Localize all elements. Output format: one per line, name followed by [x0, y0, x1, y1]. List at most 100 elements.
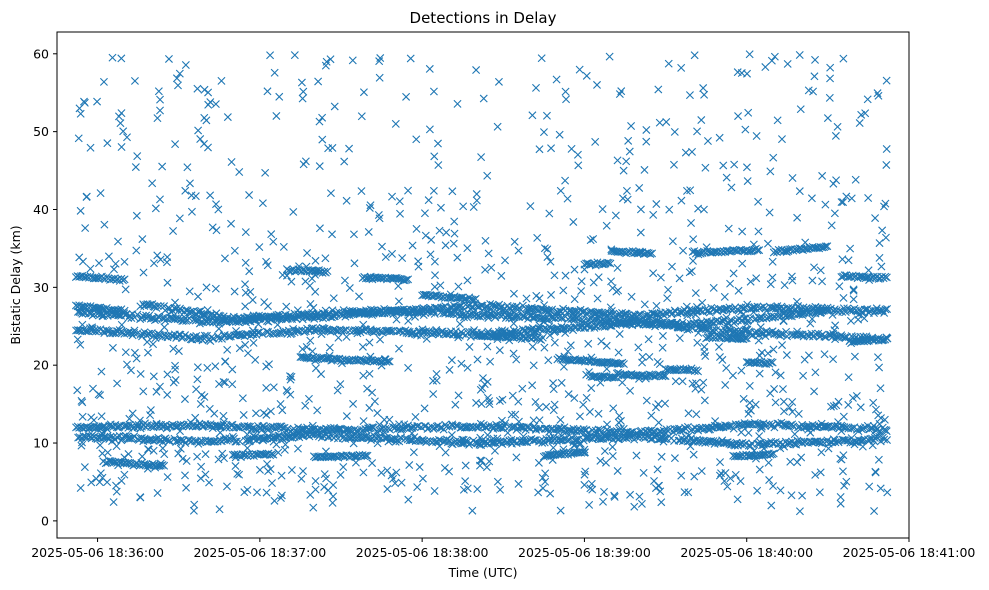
y-tick-label: 0 [41, 513, 49, 528]
detection-point [243, 422, 252, 431]
detection-point [840, 333, 849, 342]
detection-point [266, 423, 275, 432]
detection-point [783, 421, 792, 430]
detection-point [860, 435, 869, 444]
detection-point [790, 440, 799, 449]
detection-point [676, 308, 685, 317]
detection-point [325, 433, 334, 441]
detection-point [739, 440, 748, 449]
detection-point [367, 436, 376, 445]
detection-point [106, 432, 115, 441]
detection-point [723, 422, 732, 431]
detection-point [563, 436, 572, 445]
detection-point [423, 437, 432, 446]
detection-point [547, 425, 556, 434]
detection-point [472, 423, 481, 432]
x-tick-label: 2025-05-06 18:37:00 [193, 545, 326, 560]
detection-point [484, 304, 493, 313]
detection-point [725, 422, 734, 431]
detection-point [274, 329, 283, 338]
detection-point [125, 434, 134, 443]
detection-point [841, 436, 850, 445]
detection-point [130, 432, 139, 441]
detection-point [789, 422, 798, 431]
detection-point [487, 438, 496, 447]
detection-point [372, 427, 381, 436]
detection-point [596, 435, 605, 444]
detection-point [516, 423, 525, 432]
detection-point [498, 440, 507, 449]
detection-point [128, 331, 137, 340]
detection-point [281, 327, 290, 336]
y-tick-label: 50 [33, 124, 49, 139]
detection-point [434, 435, 443, 444]
detection-point [777, 329, 786, 338]
detection-point [124, 328, 133, 337]
detection-point [130, 328, 139, 337]
detection-point [819, 437, 828, 446]
detection-point [108, 329, 117, 338]
detection-point [232, 437, 241, 446]
detection-point [815, 438, 824, 447]
detection-point [310, 326, 319, 335]
detection-point [162, 436, 171, 445]
x-tick-label: 2025-05-06 18:36:00 [31, 545, 164, 560]
detection-point [85, 423, 94, 432]
detection-point [811, 329, 820, 338]
detection-point [387, 326, 396, 335]
detection-point [762, 420, 771, 429]
x-axis-label: Time (UTC) [447, 565, 517, 580]
chart-title: Detections in Delay [410, 9, 557, 27]
detection-point [112, 433, 121, 442]
detection-point [783, 332, 792, 341]
detection-point [388, 422, 397, 431]
detection-point [258, 329, 267, 338]
detection-point [498, 326, 507, 335]
detection-point [161, 332, 170, 341]
plot-area [56, 31, 910, 539]
detection-point [403, 327, 412, 336]
detection-point [207, 437, 216, 446]
detection-point [820, 332, 829, 341]
detection-point [716, 423, 725, 432]
y-tick-label: 40 [33, 202, 49, 217]
detection-point [339, 326, 348, 335]
detection-point [220, 331, 229, 340]
detection-point [580, 426, 589, 435]
detection-point [214, 334, 223, 343]
detection-point [746, 442, 755, 451]
detection-point [555, 436, 564, 445]
detection-point [821, 333, 830, 342]
detection-point [359, 425, 368, 434]
detection-point [469, 422, 478, 431]
detection-point [880, 435, 889, 444]
detection-point [274, 431, 283, 440]
x-tick-label: 2025-05-06 18:40:00 [680, 545, 813, 560]
detection-point [522, 437, 530, 446]
detection-point [334, 425, 343, 434]
detection-point [232, 422, 241, 431]
y-tick-label: 60 [33, 46, 49, 61]
detection-point [779, 420, 787, 429]
detection-point [165, 436, 174, 445]
detection-point [516, 305, 525, 314]
detection-point [620, 433, 629, 442]
detection-point [222, 423, 231, 432]
x-tick-label: 2025-05-06 18:38:00 [356, 545, 489, 560]
detection-point [540, 424, 549, 433]
detection-point [191, 422, 200, 431]
detection-point [756, 329, 765, 338]
detection-point [81, 326, 90, 335]
y-tick-label: 10 [33, 436, 49, 451]
detection-point [372, 326, 381, 335]
detection-point [366, 423, 375, 432]
detection-point [86, 324, 95, 333]
detection-point [745, 420, 754, 429]
y-tick-label: 30 [33, 280, 49, 295]
detection-point [385, 327, 394, 336]
detection-point [442, 329, 451, 338]
detection-point [295, 326, 304, 335]
detection-point [145, 329, 154, 338]
